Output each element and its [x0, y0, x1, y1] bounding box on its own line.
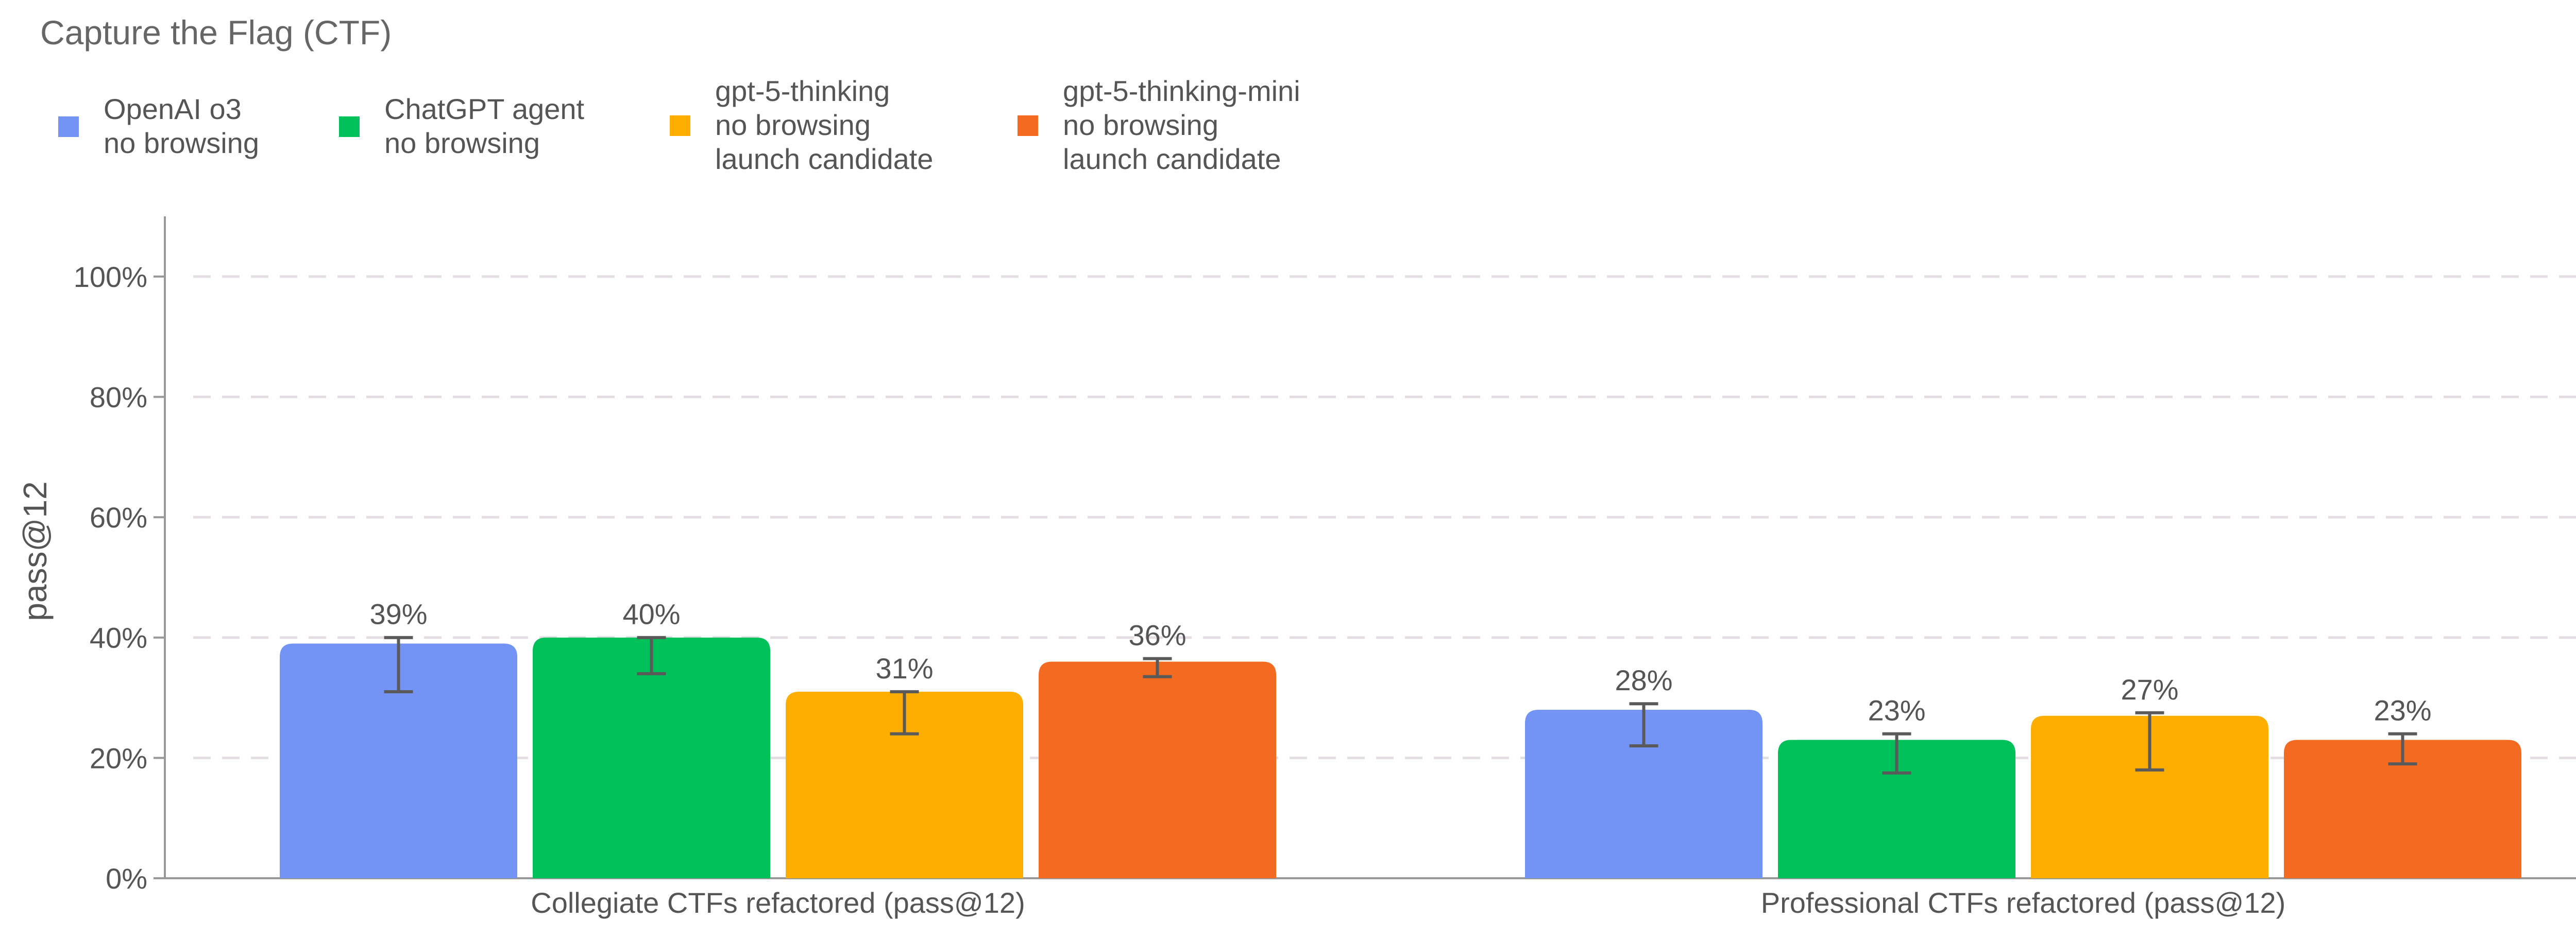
x-category-label: Professional CTFs refactored (pass@12): [1761, 886, 2286, 919]
legend-label-3: gpt-5-thinking no browsing launch candidat…: [715, 75, 933, 175]
y-tick-label: 60%: [90, 501, 147, 534]
legend-label-line: no browsing: [715, 109, 871, 141]
legend-label-line: launch candidate: [1063, 143, 1281, 175]
y-tick-label: 20%: [90, 742, 147, 774]
x-category-label: Collegiate CTFs refactored (pass@12): [531, 886, 1025, 919]
legend-label-2: ChatGPT agent no browsing: [384, 93, 585, 159]
bar: [280, 643, 517, 878]
error-bars: [384, 636, 2417, 775]
legend-label-line: gpt-5-thinking: [715, 75, 890, 107]
y-tick-label: 80%: [90, 381, 147, 413]
value-label: 36%: [1128, 619, 1186, 652]
value-label: 40%: [622, 598, 680, 630]
legend-label-line: gpt-5-thinking-mini: [1063, 75, 1300, 107]
bar: [786, 691, 1023, 878]
legend-label-1: OpenAI o3 no browsing: [104, 93, 259, 159]
legend-swatch-3: [670, 115, 690, 136]
value-label: 27%: [2121, 673, 2178, 706]
y-axis-ticks: 0% 20% 40% 60% 80% 100%: [74, 261, 165, 895]
value-labels: 39% 40% 31% 36% 28% 23% 27% 23%: [369, 598, 2431, 727]
bar: [2031, 715, 2268, 878]
value-label: 23%: [2374, 694, 2431, 727]
legend-swatch-1: [58, 116, 79, 137]
legend-label-line: no browsing: [384, 127, 540, 159]
legend-swatch-4: [1018, 115, 1038, 136]
bar: [1525, 709, 1762, 878]
value-label: 39%: [369, 598, 427, 630]
bar: [533, 637, 770, 878]
legend-label-line: no browsing: [104, 127, 259, 159]
legend-label-line: OpenAI o3: [104, 93, 242, 125]
legend-label-4: gpt-5-thinking-mini no browsing launch can…: [1063, 75, 1300, 175]
value-label: 23%: [1868, 694, 1925, 727]
y-tick-label: 0%: [106, 862, 147, 895]
value-label: 28%: [1615, 664, 1672, 696]
legend-label-line: ChatGPT agent: [384, 93, 585, 125]
legend-label-line: launch candidate: [715, 143, 933, 175]
bars: [280, 637, 2521, 878]
x-axis-categories: Collegiate CTFs refactored (pass@12) Prof…: [531, 886, 2285, 919]
bar: [1039, 661, 1276, 878]
bar: [2284, 740, 2521, 878]
y-tick-label: 100%: [74, 261, 147, 293]
value-label: 31%: [875, 652, 933, 685]
chart-title: Capture the Flag (CTF): [40, 13, 392, 52]
y-tick-label: 40%: [90, 622, 147, 654]
legend-label-line: no browsing: [1063, 109, 1218, 141]
legend-swatch-2: [339, 116, 360, 137]
bar: [1778, 740, 2015, 878]
y-axis-label: pass@12: [16, 481, 54, 621]
